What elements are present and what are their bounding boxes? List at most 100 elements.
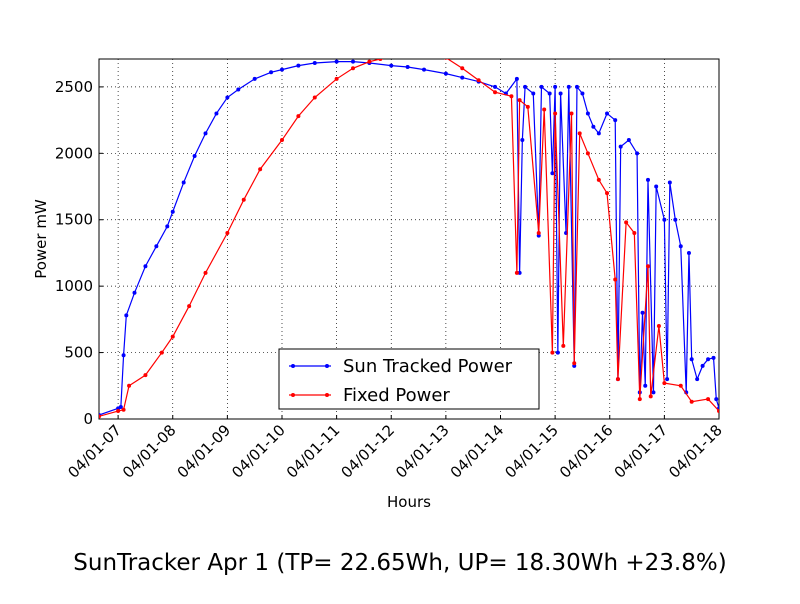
data-point bbox=[312, 95, 317, 100]
x-tick-label: 04/01-15 bbox=[501, 421, 562, 482]
data-point bbox=[673, 217, 678, 222]
legend-swatch bbox=[291, 364, 295, 368]
x-tick-label: 04/01-10 bbox=[228, 421, 289, 482]
data-point bbox=[367, 59, 372, 64]
legend-swatch bbox=[325, 393, 329, 397]
legend-label: Sun Tracked Power bbox=[343, 356, 513, 377]
data-point bbox=[667, 180, 672, 185]
data-point bbox=[706, 357, 711, 362]
chart-title: SunTracker Apr 1 (TP= 22.65Wh, UP= 18.30… bbox=[73, 550, 726, 576]
data-point bbox=[159, 350, 164, 355]
data-point bbox=[132, 290, 137, 295]
data-point bbox=[405, 64, 410, 69]
data-point bbox=[689, 357, 694, 362]
legend-swatch bbox=[291, 393, 295, 397]
data-point bbox=[170, 334, 175, 339]
data-point bbox=[389, 63, 394, 68]
data-point bbox=[279, 138, 284, 143]
data-point bbox=[662, 217, 667, 222]
data-point bbox=[214, 111, 219, 116]
data-point bbox=[550, 171, 555, 176]
y-tick-label: 1000 bbox=[55, 277, 93, 295]
data-point bbox=[686, 250, 691, 255]
data-point bbox=[143, 373, 148, 378]
data-point bbox=[695, 377, 700, 382]
data-point bbox=[605, 111, 610, 116]
data-point bbox=[509, 94, 514, 99]
data-point bbox=[312, 60, 317, 65]
y-tick-label: 500 bbox=[64, 344, 93, 362]
data-point bbox=[539, 84, 544, 89]
data-point bbox=[689, 399, 694, 404]
data-point bbox=[514, 76, 519, 81]
data-point bbox=[258, 167, 263, 172]
data-point bbox=[422, 67, 427, 72]
x-tick-label: 04/01-16 bbox=[556, 421, 617, 482]
data-point bbox=[181, 180, 186, 185]
data-point bbox=[252, 76, 257, 81]
x-tick-label: 04/01-18 bbox=[665, 421, 726, 482]
data-point bbox=[520, 138, 525, 143]
x-tick-label: 04/01-13 bbox=[392, 421, 453, 482]
x-tick-label: 04/01-14 bbox=[447, 421, 508, 482]
x-tick-label: 04/01-12 bbox=[337, 421, 398, 482]
data-point bbox=[127, 383, 132, 388]
data-point bbox=[225, 95, 230, 100]
data-point bbox=[460, 66, 465, 71]
data-point bbox=[558, 91, 563, 96]
data-point bbox=[493, 90, 498, 95]
data-point bbox=[427, 50, 431, 54]
data-point bbox=[613, 277, 618, 282]
data-point bbox=[121, 353, 126, 358]
y-tick-label: 1500 bbox=[55, 211, 93, 229]
data-point bbox=[665, 377, 670, 382]
y-axis-label: Power mW bbox=[32, 199, 50, 279]
x-tick-label: 04/01-17 bbox=[611, 421, 672, 482]
data-point bbox=[203, 270, 208, 275]
data-point bbox=[523, 84, 528, 89]
data-point bbox=[187, 304, 192, 309]
x-tick-label: 04/01-09 bbox=[174, 421, 235, 482]
data-point bbox=[654, 184, 659, 189]
y-tick-label: 2000 bbox=[55, 144, 93, 162]
data-point bbox=[154, 244, 159, 249]
data-point bbox=[553, 111, 558, 116]
data-point bbox=[624, 220, 629, 225]
data-point bbox=[635, 151, 640, 156]
data-point bbox=[116, 409, 121, 414]
data-point bbox=[351, 66, 356, 71]
data-point bbox=[569, 111, 574, 116]
data-point bbox=[561, 343, 566, 348]
data-point bbox=[706, 397, 711, 402]
data-point bbox=[241, 197, 246, 202]
x-tick-label: 04/01-11 bbox=[283, 421, 344, 482]
data-point bbox=[580, 91, 585, 96]
data-point bbox=[99, 414, 101, 419]
data-point bbox=[711, 355, 716, 360]
y-tick-label: 0 bbox=[83, 410, 93, 428]
data-point bbox=[640, 310, 645, 315]
x-tick-label: 04/01-07 bbox=[64, 421, 125, 482]
data-point bbox=[542, 107, 547, 112]
x-tick-label: 04/01-08 bbox=[119, 421, 180, 482]
data-point bbox=[550, 350, 555, 355]
data-point bbox=[656, 324, 661, 329]
data-point bbox=[192, 153, 197, 158]
data-point bbox=[460, 75, 465, 80]
data-point bbox=[678, 244, 683, 249]
data-point bbox=[553, 84, 558, 89]
data-point bbox=[143, 264, 148, 269]
data-point bbox=[714, 397, 719, 402]
data-point bbox=[443, 71, 448, 76]
legend-label: Fixed Power bbox=[343, 385, 450, 406]
data-point bbox=[351, 59, 356, 64]
data-point bbox=[493, 84, 498, 89]
data-point bbox=[585, 151, 590, 156]
data-point bbox=[124, 313, 129, 318]
data-point bbox=[613, 118, 618, 123]
data-point bbox=[334, 59, 339, 64]
data-point bbox=[476, 78, 481, 83]
data-point bbox=[531, 91, 536, 96]
data-point bbox=[643, 383, 648, 388]
